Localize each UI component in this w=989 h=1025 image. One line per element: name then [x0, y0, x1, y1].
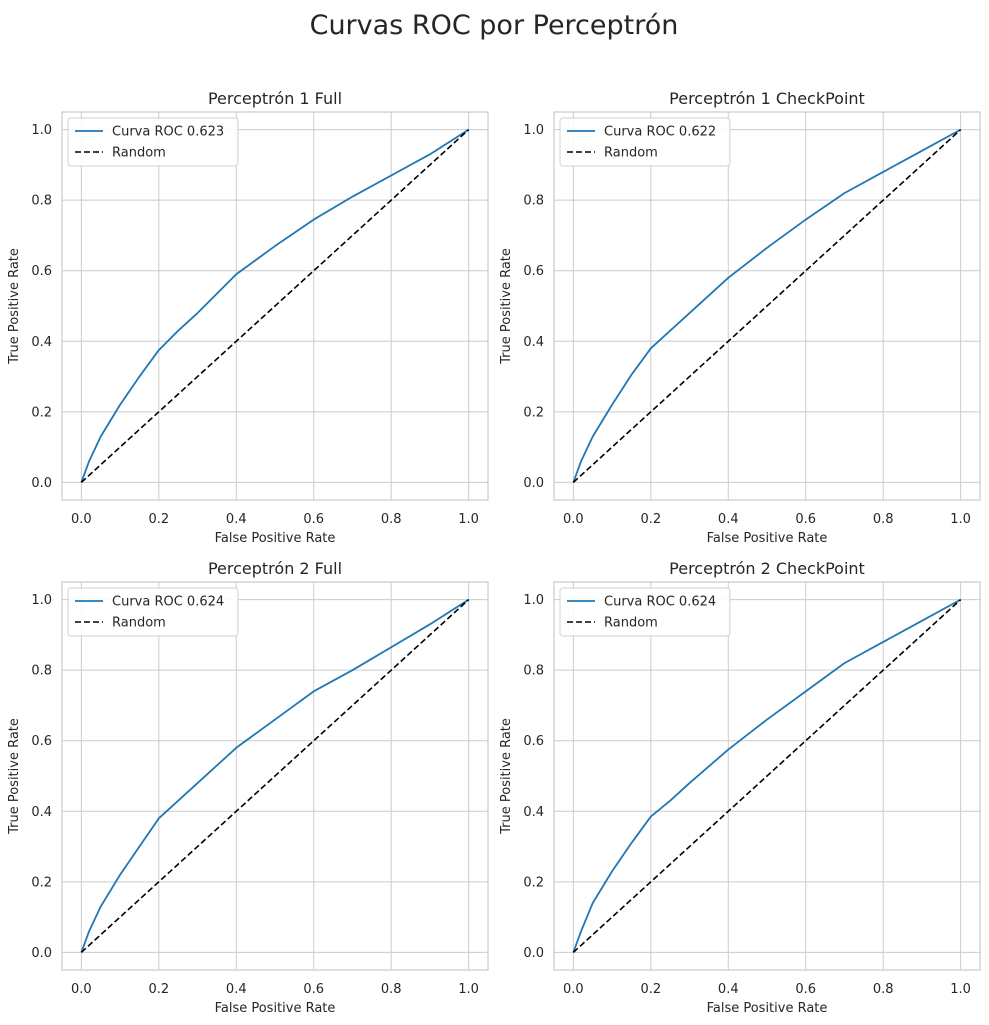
x-tick-label: 0.6 — [795, 512, 816, 527]
y-tick-label: 0.8 — [523, 194, 544, 209]
y-tick-label: 0.4 — [31, 335, 52, 350]
y-tick-label: 0.2 — [31, 405, 52, 420]
panel-title: Perceptrón 1 Full — [208, 89, 342, 108]
x-tick-label: 0.8 — [381, 982, 402, 997]
plot-frame — [61, 111, 489, 501]
x-axis-label: False Positive Rate — [707, 1001, 828, 1016]
panel-title: Perceptrón 2 CheckPoint — [669, 559, 865, 578]
x-tick-label: 0.8 — [873, 982, 894, 997]
x-tick-label: 0.8 — [381, 512, 402, 527]
x-tick-label: 0.6 — [303, 512, 324, 527]
panel-title: Perceptrón 2 Full — [208, 559, 342, 578]
x-axis-label: False Positive Rate — [215, 531, 336, 546]
x-tick-label: 1.0 — [950, 982, 971, 997]
x-tick-label: 0.4 — [226, 512, 247, 527]
y-tick-label: 0.8 — [31, 664, 52, 679]
roc-panel-2: 0.0 0.2 0.4 0.6 0.8 1.0 0.0 0.2 0.4 0.6 0.8 1.0 Perc… — [499, 89, 981, 546]
x-tick-label: 0.0 — [563, 512, 584, 527]
y-tick-label: 1.0 — [31, 123, 52, 138]
roc-curve-line — [80, 128, 470, 483]
legend-box — [559, 117, 731, 167]
x-tick-label: 0.0 — [71, 982, 92, 997]
x-tick-label: 0.4 — [718, 512, 739, 527]
legend-label: Random — [112, 146, 166, 161]
y-tick-label: 0.8 — [31, 194, 52, 209]
y-tick-label: 1.0 — [31, 593, 52, 608]
y-tick-label: 1.0 — [523, 593, 544, 608]
plot-frame — [61, 581, 489, 971]
legend-label: Random — [604, 616, 658, 631]
x-tick-label: 0.6 — [303, 982, 324, 997]
y-axis-label: True Positive Rate — [499, 248, 514, 365]
random-baseline-line — [572, 129, 962, 483]
roc-panel-1: 0.0 0.2 0.4 0.6 0.8 1.0 0.0 0.2 0.4 0.6 0.8 1.0 Perc… — [7, 89, 489, 546]
roc-panel-4: 0.0 0.2 0.4 0.6 0.8 1.0 0.0 0.2 0.4 0.6 0.8 1.0 Perc… — [499, 559, 981, 1016]
x-tick-label: 0.8 — [873, 512, 894, 527]
legend-label: Curva ROC 0.624 — [604, 595, 716, 610]
y-tick-label: 0.8 — [523, 664, 544, 679]
roc-curve-line — [572, 598, 962, 953]
y-tick-label: 0.0 — [523, 476, 544, 491]
legend-box — [67, 117, 239, 167]
y-axis-label: True Positive Rate — [7, 248, 22, 365]
y-tick-label: 0.0 — [523, 946, 544, 961]
y-tick-label: 1.0 — [523, 123, 544, 138]
legend-label: Curva ROC 0.622 — [604, 125, 716, 140]
y-tick-label: 0.4 — [523, 805, 544, 820]
roc-curve-line — [80, 598, 470, 953]
y-axis-label: True Positive Rate — [7, 718, 22, 835]
y-tick-label: 0.6 — [523, 734, 544, 749]
x-tick-label: 1.0 — [458, 982, 479, 997]
y-tick-label: 0.2 — [31, 875, 52, 890]
y-tick-label: 0.0 — [31, 946, 52, 961]
y-tick-label: 0.6 — [523, 264, 544, 279]
x-tick-label: 0.2 — [148, 512, 169, 527]
roc-curve-line — [572, 128, 962, 483]
random-baseline-line — [80, 129, 470, 483]
x-axis-label: False Positive Rate — [215, 1001, 336, 1016]
plot-frame — [553, 581, 981, 971]
x-tick-label: 1.0 — [458, 512, 479, 527]
x-tick-label: 0.0 — [563, 982, 584, 997]
random-baseline-line — [80, 599, 470, 953]
x-tick-label: 0.2 — [640, 512, 661, 527]
y-tick-label: 0.2 — [523, 405, 544, 420]
x-tick-label: 0.2 — [148, 982, 169, 997]
y-tick-label: 0.4 — [31, 805, 52, 820]
x-tick-label: 0.0 — [71, 512, 92, 527]
x-tick-label: 0.2 — [640, 982, 661, 997]
y-tick-label: 0.2 — [523, 875, 544, 890]
plot-frame — [553, 111, 981, 501]
y-tick-label: 0.6 — [31, 264, 52, 279]
y-tick-label: 0.6 — [31, 734, 52, 749]
random-baseline-line — [572, 599, 962, 953]
legend-label: Random — [604, 146, 658, 161]
x-tick-label: 0.4 — [718, 982, 739, 997]
x-axis-label: False Positive Rate — [707, 531, 828, 546]
legend-label: Curva ROC 0.624 — [112, 595, 224, 610]
legend-box — [67, 587, 239, 637]
legend-label: Random — [112, 616, 166, 631]
x-tick-label: 1.0 — [950, 512, 971, 527]
x-tick-label: 0.6 — [795, 982, 816, 997]
x-tick-label: 0.4 — [226, 982, 247, 997]
panels: 0.0 0.2 0.4 0.6 0.8 1.0 0.0 0.2 0.4 0.6 0.8 1.0 Perc… — [7, 89, 981, 1016]
y-tick-label: 0.0 — [31, 476, 52, 491]
legend-label: Curva ROC 0.623 — [112, 125, 224, 140]
legend-box — [559, 587, 731, 637]
figure-title: Curvas ROC por Perceptrón — [310, 10, 679, 41]
y-tick-label: 0.4 — [523, 335, 544, 350]
panel-title: Perceptrón 1 CheckPoint — [669, 89, 865, 108]
roc-panel-3: 0.0 0.2 0.4 0.6 0.8 1.0 0.0 0.2 0.4 0.6 0.8 1.0 Perc… — [7, 559, 489, 1016]
y-axis-label: True Positive Rate — [499, 718, 514, 835]
